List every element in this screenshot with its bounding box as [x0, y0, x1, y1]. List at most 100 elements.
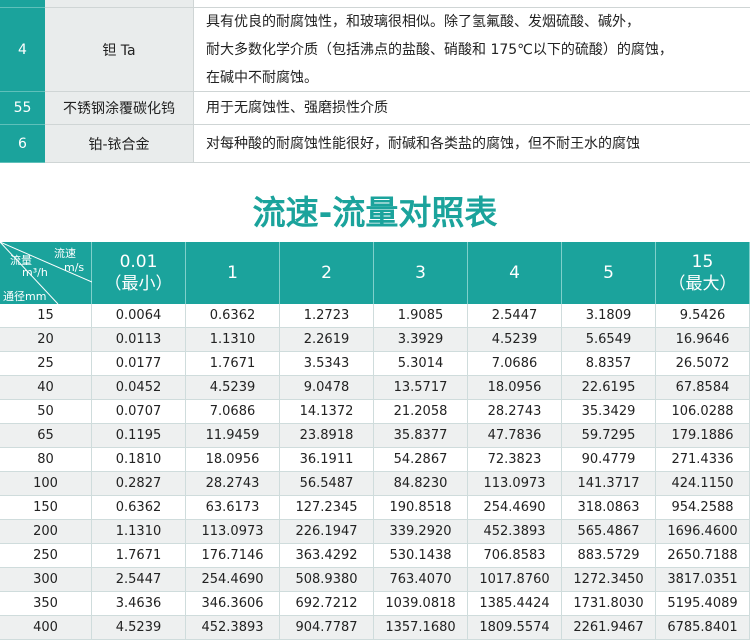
flow-value: 452.3893	[483, 524, 546, 539]
flow-value: 113.0973	[201, 524, 264, 539]
no-cell: 4	[0, 8, 45, 92]
data-cell: 0.1195	[92, 424, 186, 448]
data-cell: 63.6173	[186, 496, 280, 520]
flow-value: 1.2723	[303, 308, 350, 323]
data-cell: 400	[0, 616, 92, 640]
header-cell: 4	[468, 242, 562, 304]
no-cell: 55	[0, 92, 45, 125]
flow-value: 84.8230	[393, 476, 448, 491]
flow-value: 47.7836	[487, 428, 542, 443]
data-cell: 0.6362	[92, 496, 186, 520]
flow-value: 3.3929	[397, 332, 444, 347]
flow-value: 954.2588	[671, 500, 734, 515]
row-number: 6	[18, 135, 27, 152]
header-text: （最小）	[104, 274, 173, 294]
flow-value: 14.1372	[299, 404, 354, 419]
data-cell: 5195.4089	[656, 592, 750, 616]
flow-value: 9.5426	[679, 308, 726, 323]
description: 具有优良的耐腐蚀性，和玻璃很相似。除了氢氟酸、发烟硫酸、碱外，	[206, 13, 640, 30]
flow-value: 127.2345	[295, 500, 358, 515]
flow-value: 2.2619	[303, 332, 350, 347]
description: 在碱中不耐腐蚀。	[206, 69, 318, 86]
data-cell: 59.7295	[562, 424, 656, 448]
flow-value: 90.4779	[581, 452, 636, 467]
data-cell: 6785.8401	[656, 616, 750, 640]
diameter-value: 350	[33, 596, 58, 611]
data-cell: 21.2058	[374, 400, 468, 424]
row-number: 4	[18, 41, 27, 58]
flow-value: 1017.8760	[479, 572, 550, 587]
header-cell: 2	[280, 242, 374, 304]
flow-value: 190.8518	[389, 500, 452, 515]
flow-value: 1731.8030	[573, 596, 644, 611]
flow-value: 35.3429	[581, 404, 636, 419]
flow-value: 363.4292	[295, 548, 358, 563]
desc-cell: 具有优良的耐腐蚀性，和玻璃很相似。除了氢氟酸、发烟硫酸、碱外， 耐大多数化学介质（…	[193, 8, 750, 92]
flow-value: 59.7295	[581, 428, 636, 443]
no-cell: 6	[0, 125, 45, 163]
diameter-value: 50	[37, 404, 54, 419]
flow-value: 3.5343	[303, 356, 350, 371]
flow-value: 2.5447	[115, 572, 162, 587]
title-box: 流速-流量对照表	[0, 185, 750, 235]
strip	[0, 0, 45, 8]
data-cell: 300	[0, 568, 92, 592]
data-cell: 530.1438	[374, 544, 468, 568]
diameter-value: 65	[37, 428, 54, 443]
name-cell: 铂-铱合金	[45, 125, 193, 163]
corner-label: 通径mm	[3, 290, 47, 303]
data-cell: 2650.7188	[656, 544, 750, 568]
material-name: 铂-铱合金	[88, 136, 150, 153]
data-cell: 25	[0, 352, 92, 376]
data-cell: 28.2743	[186, 472, 280, 496]
name-cell: 不锈钢涂覆碳化钨	[45, 92, 193, 125]
data-cell: 0.1810	[92, 448, 186, 472]
flow-value: 54.2867	[393, 452, 448, 467]
flow-value: 346.3606	[201, 596, 264, 611]
name-cell: 钽 Ta	[45, 8, 193, 92]
flow-value: 0.0113	[115, 332, 162, 347]
flow-value: 4.5239	[115, 620, 162, 635]
flow-value: 1809.5574	[479, 620, 550, 635]
flow-value: 26.5072	[675, 356, 730, 371]
data-cell: 35.8377	[374, 424, 468, 448]
header-text: 0.01	[119, 252, 158, 272]
data-cell: 883.5729	[562, 544, 656, 568]
diameter-value: 200	[33, 524, 58, 539]
data-cell: 176.7146	[186, 544, 280, 568]
data-cell: 20	[0, 328, 92, 352]
data-cell: 692.7212	[280, 592, 374, 616]
data-cell: 4.5239	[186, 376, 280, 400]
data-cell: 190.8518	[374, 496, 468, 520]
data-cell: 1357.1680	[374, 616, 468, 640]
data-cell: 1731.8030	[562, 592, 656, 616]
data-cell: 72.3823	[468, 448, 562, 472]
flow-value: 5.3014	[397, 356, 444, 371]
data-cell: 65	[0, 424, 92, 448]
data-cell: 763.4070	[374, 568, 468, 592]
header-text: 1	[227, 263, 238, 283]
data-cell: 346.3606	[186, 592, 280, 616]
data-cell: 15	[0, 304, 92, 328]
flow-value: 56.5487	[299, 476, 354, 491]
flow-value: 11.9459	[205, 428, 260, 443]
flow-value: 36.1911	[299, 452, 354, 467]
flow-value: 141.3717	[577, 476, 640, 491]
corner-label: 流速	[54, 247, 76, 260]
corner-lines	[0, 242, 92, 304]
data-cell: 2.5447	[468, 304, 562, 328]
data-cell: 1385.4424	[468, 592, 562, 616]
flow-value: 21.2058	[393, 404, 448, 419]
flow-value: 0.2827	[115, 476, 162, 491]
data-cell: 11.9459	[186, 424, 280, 448]
flow-value: 113.0973	[483, 476, 546, 491]
flow-value: 254.4690	[483, 500, 546, 515]
data-cell: 318.0863	[562, 496, 656, 520]
data-cell: 3.4636	[92, 592, 186, 616]
data-cell: 36.1911	[280, 448, 374, 472]
data-cell: 226.1947	[280, 520, 374, 544]
flow-value: 1.9085	[397, 308, 444, 323]
data-cell: 8.8357	[562, 352, 656, 376]
flow-value: 0.1195	[115, 428, 162, 443]
